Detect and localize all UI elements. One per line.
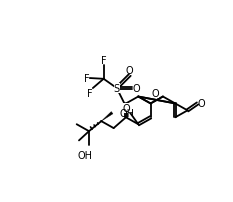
- Text: S: S: [114, 84, 120, 94]
- Text: OH: OH: [78, 150, 93, 160]
- Text: F: F: [84, 74, 90, 84]
- Text: O: O: [123, 104, 130, 114]
- Text: O: O: [198, 99, 205, 109]
- Text: O: O: [151, 89, 159, 99]
- Text: O: O: [126, 66, 134, 76]
- Text: F: F: [87, 89, 93, 99]
- Polygon shape: [101, 112, 113, 122]
- Text: OH: OH: [119, 108, 134, 118]
- Text: F: F: [101, 56, 106, 66]
- Text: O: O: [132, 84, 140, 94]
